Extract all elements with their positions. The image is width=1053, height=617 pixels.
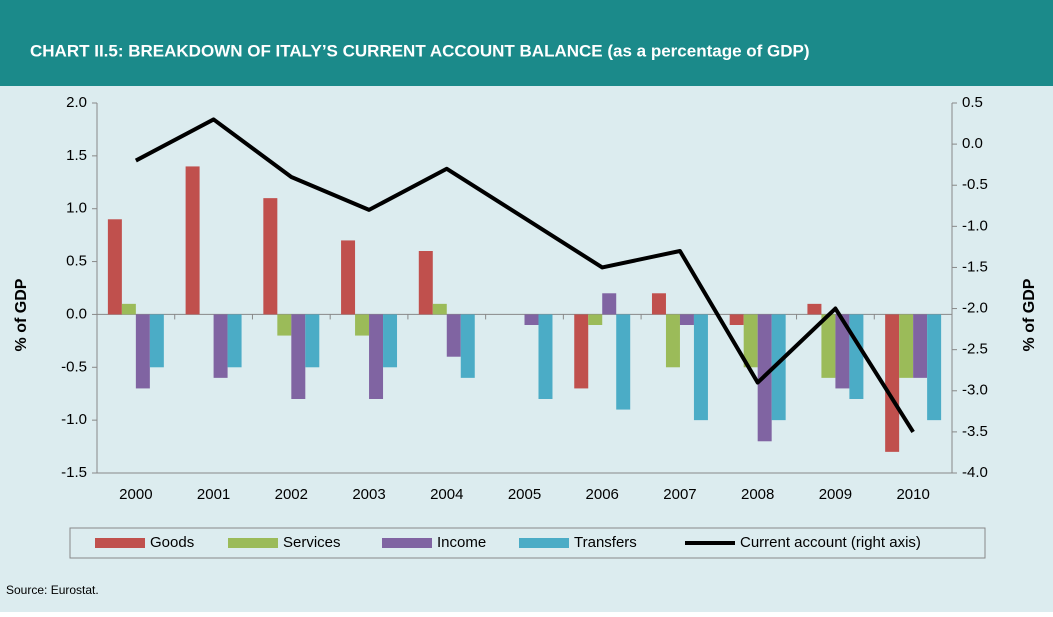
legend-swatch [228,538,278,548]
bar [107,219,122,315]
y-tick-label: 2.0 [66,94,87,111]
bar [341,240,356,315]
x-tick-label: 2000 [119,486,152,503]
bar [432,303,447,315]
chart-title: CHART II.5: BREAKDOWN OF ITALY’S CURRENT… [30,41,810,60]
x-tick-label: 2006 [586,486,619,503]
bar [121,303,136,315]
x-tick-label: 2005 [508,486,541,503]
bar [913,314,928,378]
y2-tick-label: -3.5 [962,423,988,440]
y2-tick-label: -4.0 [962,464,988,481]
bar [665,314,680,368]
x-tick-label: 2003 [352,486,385,503]
legend-label: Services [283,534,341,551]
bar [538,314,553,399]
x-tick-label: 2008 [741,486,774,503]
y2-tick-label: 0.0 [962,135,983,152]
bar [771,314,786,421]
x-tick-label: 2002 [275,486,308,503]
bar [693,314,708,421]
y2-tick-label: -2.0 [962,300,988,317]
bar [305,314,320,368]
bar [263,198,278,315]
bar [213,314,228,378]
legend-swatch [382,538,432,548]
x-tick-label: 2007 [663,486,696,503]
bar [574,314,589,389]
y-tick-label: -1.5 [61,464,87,481]
y-tick-label: 0.0 [66,305,87,322]
y2-tick-label: 0.5 [962,94,983,111]
y-tick-label: -1.0 [61,411,87,428]
bar [369,314,384,399]
legend-swatch [519,538,569,548]
bar [849,314,864,399]
bar [149,314,164,368]
bar [446,314,461,357]
legend-label: Transfers [574,534,637,551]
legend-swatch [95,538,145,548]
bar [821,314,836,378]
y-tick-label: 1.0 [66,200,87,217]
bar [383,314,398,368]
y2-tick-label: -0.5 [962,176,988,193]
y2-tick-label: -2.5 [962,341,988,358]
y-axis-label: % of GDP [13,278,30,351]
bar [588,314,603,325]
y-tick-label: 0.5 [66,253,87,270]
bar [743,314,758,368]
bar [291,314,306,399]
legend-label: Goods [150,534,194,551]
bar [227,314,242,368]
bar [460,314,475,378]
line [134,117,915,433]
bar [616,314,631,410]
legend-label: Current account (right axis) [740,534,921,551]
bar [927,314,942,421]
y2-tick-label: -1.0 [962,217,988,234]
bar [899,314,914,378]
y2-tick-label: -1.5 [962,258,988,275]
y2-axis-label: % of GDP [1021,278,1038,351]
y2-tick-label: -3.0 [962,382,988,399]
bar [679,314,694,325]
bar [885,314,900,452]
legend-label: Income [437,534,486,551]
bar [807,303,822,315]
bar [524,314,539,325]
bar [835,314,850,389]
legend-box [69,527,986,559]
y-tick-label: 1.5 [66,147,87,164]
bar [602,293,617,315]
bar [355,314,370,336]
bar [418,251,433,315]
source: Source: Eurostat. [6,583,99,597]
bar [185,166,200,315]
bar [277,314,292,336]
bar [651,293,666,315]
bar [729,314,744,325]
x-tick-label: 2009 [819,486,852,503]
bar [135,314,150,389]
x-tick-label: 2004 [430,486,463,503]
header [0,0,1053,86]
y-tick-label: -0.5 [61,358,87,375]
x-tick-label: 2010 [896,486,929,503]
x-tick-label: 2001 [197,486,230,503]
